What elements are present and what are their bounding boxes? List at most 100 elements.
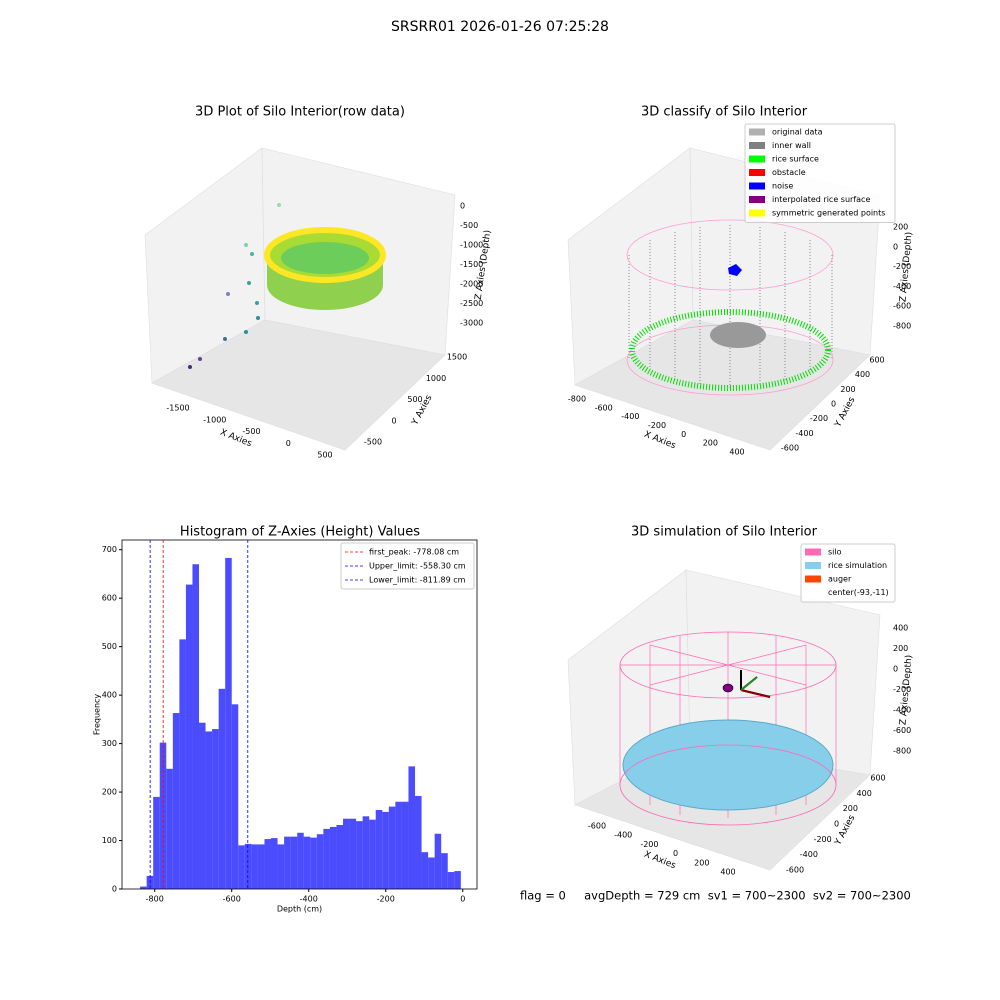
y-tick-label: 200 [843,804,858,813]
x-tick-label: 500 [317,451,332,460]
legend-label: rice surface [772,155,819,164]
x-tick-label: -500 [242,427,260,436]
y-tick-label: 600 [870,774,885,783]
legend-label: first_peak: -778.08 cm [369,548,459,557]
bar [303,836,311,889]
bar [238,845,245,889]
figure-title: SRSRR01 2026-01-26 07:25:28 [391,19,609,35]
legend-swatch [749,182,765,190]
bar [388,806,396,889]
x-tick-label: 0 [673,849,678,858]
y-tick-label: -400 [800,850,818,859]
y-tick-label: 1000 [426,374,446,383]
legend-label: silo [828,548,842,557]
legend-box [744,123,896,223]
legend-label: inner wall [772,141,811,150]
z-tick-label: -800 [893,322,911,331]
bar [218,688,226,889]
point [223,337,227,341]
x-tick-label: -800 [568,395,586,404]
legend-swatch [749,196,765,203]
y-tick-label: 0 [834,820,839,829]
x-tick-label: -200 [640,840,658,849]
chart-title: Histogram of Z-Axies (Height) Values [180,525,420,540]
z-tick-label: -800 [893,747,911,756]
y-tick-label: 100 [102,836,117,845]
x-tick-label: 400 [729,448,744,457]
silo-top [619,631,837,699]
center-marker [722,683,734,693]
chart-title: 3D simulation of Silo Interior [631,525,818,540]
z-tick-label: 400 [893,624,908,633]
x-tick-label: -400 [621,412,639,421]
x-tick-label: -200 [377,895,395,904]
point [244,330,248,334]
y-tick-label: -600 [781,444,799,453]
legend-label: original data [772,128,823,137]
rice-simulation [622,719,834,811]
bar [408,766,416,889]
y-tick-label: 600 [102,594,117,603]
y-tick-label: 200 [102,788,117,797]
z-tick-label: -200 [893,685,911,694]
plot-frame [121,539,478,890]
plot4-scene [567,569,881,871]
silo-bottom [619,744,837,826]
pane [574,319,871,451]
x-tick-label: 200 [703,439,718,448]
bar [395,801,402,889]
legend-box [340,542,475,590]
x-tick-label: 0 [460,895,465,904]
bar [323,828,330,889]
silo-cloud-inner [281,242,369,274]
y-tick-label: 600 [869,356,884,365]
x-tick-label: -600 [588,822,606,831]
legend-swatch [749,155,765,163]
bar [382,811,389,889]
bar [172,713,180,889]
y-tick-label: -400 [795,429,813,438]
y-tick-label: -600 [786,866,804,875]
bar [454,871,461,889]
z-tick-label: -1000 [460,241,483,250]
z-tick-label: -3000 [460,319,483,328]
y-tick-label: 500 [102,642,117,651]
bar [284,836,291,889]
bar [264,839,272,889]
legend-label: auger [828,575,852,584]
chart-title: 3D Plot of Silo Interior(row data) [195,105,405,120]
bar [336,825,344,889]
legend-label: rice simulation [828,561,887,570]
y-tick-label: 0 [831,400,836,409]
x-tick-label: 0 [286,439,291,448]
x-tick-label: 200 [694,858,709,867]
x-tick-label: -1000 [203,415,226,424]
bar [199,722,206,889]
y-tick-label: -200 [810,414,828,423]
bar [401,801,409,889]
z-tick-label: -1500 [460,260,483,269]
bar [192,564,200,889]
legend-label: obstacle [772,168,806,177]
bar [205,731,213,889]
x-axis-label: Depth (cm) [277,905,322,914]
bar [297,832,304,889]
bar [185,584,193,889]
x-tick-label: -600 [595,403,613,412]
point [188,365,192,369]
y-tick-label: 400 [857,789,872,798]
z-tick-label: -600 [893,302,911,311]
bar [343,818,350,889]
bar [447,872,455,889]
z-tick-label: -600 [893,726,911,735]
legend-label: interpolated rice surface [772,195,870,204]
x-tick-label: -400 [614,831,632,840]
bar [231,704,239,889]
bar [179,639,186,889]
legend-label: noise [772,182,793,191]
axes-glyph [740,689,771,698]
y-tick-label: 700 [102,545,117,554]
z-tick-label: 200 [893,644,908,653]
x-tick-label: 0 [681,430,686,439]
inner-wall [628,225,833,388]
